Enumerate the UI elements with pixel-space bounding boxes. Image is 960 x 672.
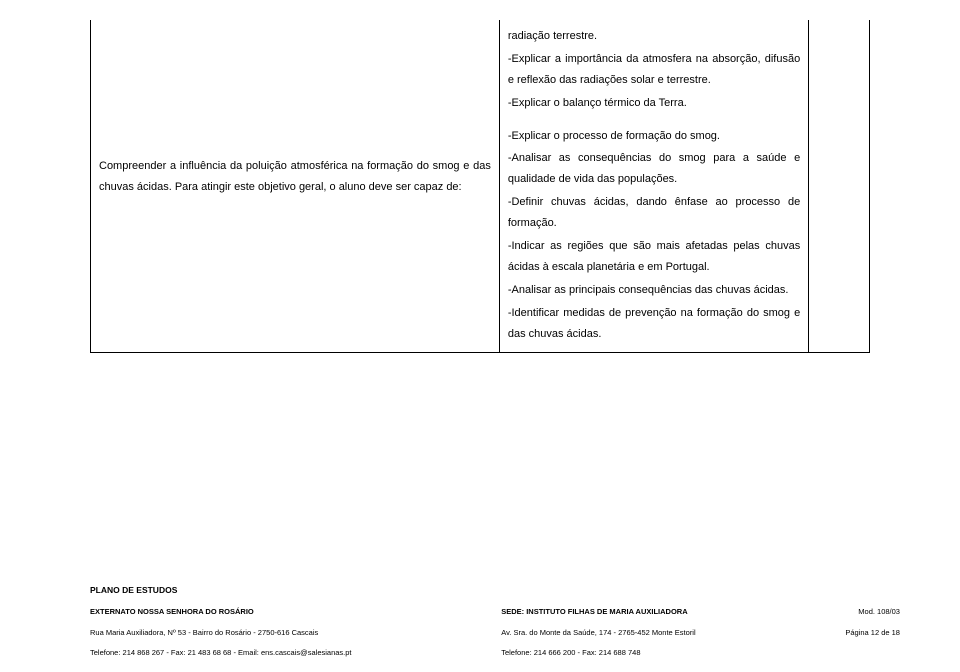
footer-mod: Mod. 108/03 <box>858 607 900 616</box>
cell-objectives: Compreender a influência da poluição atm… <box>91 20 500 353</box>
footer-center: SEDE: INSTITUTO FILHAS DE MARIA AUXILIAD… <box>501 597 695 658</box>
curriculum-table: Compreender a influência da poluição atm… <box>90 20 870 353</box>
footer-org-center: SEDE: INSTITUTO FILHAS DE MARIA AUXILIAD… <box>501 607 687 616</box>
footer-contact-center: Telefone: 214 666 200 - Fax: 214 688 748 <box>501 648 640 657</box>
skill-text: radiação terrestre. <box>508 26 800 47</box>
skill-text: -Explicar o balanço térmico da Terra. <box>508 93 800 114</box>
skill-text: -Identificar medidas de prevenção na for… <box>508 303 800 345</box>
skill-text: -Explicar a importância da atmosfera na … <box>508 49 800 91</box>
footer-left: EXTERNATO NOSSA SENHORA DO ROSÁRIO Rua M… <box>90 597 352 658</box>
footer-page: Página 12 de 18 <box>845 628 900 637</box>
objective-text: Compreender a influência da poluição atm… <box>99 156 491 198</box>
skill-text: -Indicar as regiões que são mais afetada… <box>508 236 800 278</box>
cell-empty <box>809 20 870 353</box>
skill-text: -Analisar as principais consequências da… <box>508 280 800 301</box>
footer-contact-left: Telefone: 214 868 267 - Fax: 21 483 68 6… <box>90 648 352 657</box>
footer-org-left: EXTERNATO NOSSA SENHORA DO ROSÁRIO <box>90 607 254 616</box>
page-footer: PLANO DE ESTUDOS EXTERNATO NOSSA SENHORA… <box>90 585 900 658</box>
footer-addr-center: Av. Sra. do Monte da Saúde, 174 - 2765-4… <box>501 628 695 637</box>
skill-text: -Definir chuvas ácidas, dando ênfase ao … <box>508 192 800 234</box>
skill-text: -Explicar o processo de formação do smog… <box>508 126 800 147</box>
footer-title: PLANO DE ESTUDOS <box>90 585 900 596</box>
skill-text: -Analisar as consequências do smog para … <box>508 148 800 190</box>
footer-addr-left: Rua Maria Auxiliadora, Nº 53 - Bairro do… <box>90 628 318 637</box>
cell-skills: radiação terrestre. -Explicar a importân… <box>499 20 808 353</box>
footer-columns: EXTERNATO NOSSA SENHORA DO ROSÁRIO Rua M… <box>90 597 900 658</box>
footer-right: Mod. 108/03 Página 12 de 18 <box>845 597 900 658</box>
page-content: Compreender a influência da poluição atm… <box>0 0 960 353</box>
